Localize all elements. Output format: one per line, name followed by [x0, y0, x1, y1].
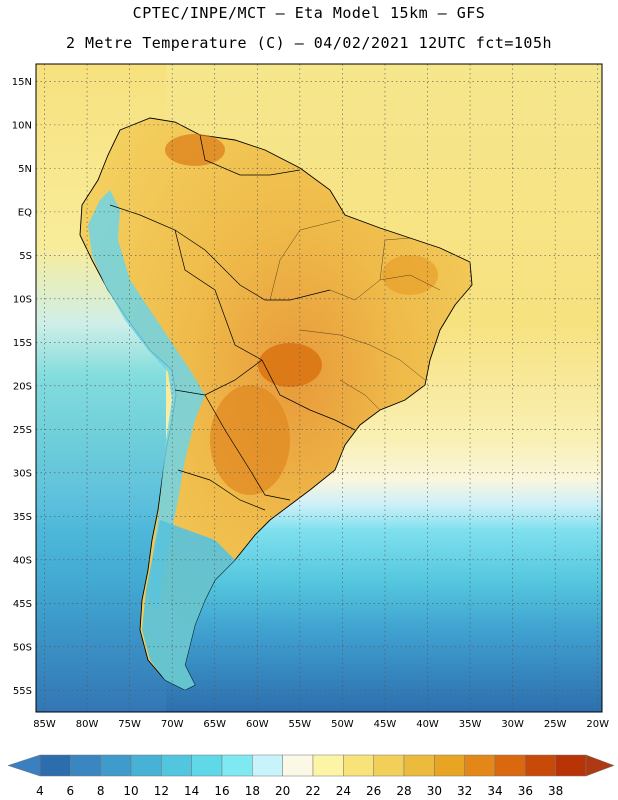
colorbar-value-label: 28	[396, 784, 411, 798]
longitude-tick-label: 50W	[331, 719, 354, 730]
colorbar-swatch	[312, 754, 344, 777]
colorbar-swatch	[191, 754, 223, 777]
latitude-tick-label: 40S	[13, 555, 32, 566]
hot-core-north	[165, 134, 225, 166]
colorbar-value-label: 22	[305, 784, 320, 798]
colorbar-swatch	[343, 754, 374, 777]
colorbar-swatch	[525, 754, 556, 777]
latitude-tick-label: 15S	[13, 338, 32, 349]
colorbar-value-label: 16	[214, 784, 229, 798]
colorbar-swatch	[252, 754, 283, 777]
map-frame	[35, 63, 603, 713]
colorbar-value-label: 26	[366, 784, 381, 798]
longitude-tick-label: 80W	[76, 719, 99, 730]
colorbar-value-label: 32	[457, 784, 472, 798]
latitude-tick-label: 15N	[12, 77, 32, 88]
latitude-tick-labels: 15N 10N 5N EQ 5S 10S 15S 20S 25S 30S 35S 40S 45S 50S 5…	[12, 77, 32, 697]
latitude-tick-label: 45S	[13, 599, 32, 610]
colorbar-swatch	[282, 754, 314, 777]
temperature-colorbar	[7, 754, 615, 777]
colorbar-value-label: 14	[184, 784, 199, 798]
colorbar-value-label: 10	[123, 784, 138, 798]
colorbar-swatch	[373, 754, 405, 777]
colorbar-value-label: 20	[275, 784, 290, 798]
colorbar-value-label: 30	[427, 784, 442, 798]
map-title-line-2: 2 Metre Temperature (C) – 04/02/2021 12U…	[65, 34, 553, 52]
lat-lon-grid	[36, 64, 602, 712]
longitude-tick-label: 85W	[33, 719, 56, 730]
colorbar-value-label: 38	[548, 784, 563, 798]
colorbar-value-label: 8	[97, 784, 105, 798]
state-borders	[269, 219, 441, 411]
latitude-tick-label: 25S	[13, 425, 32, 436]
longitude-tick-label: 75W	[118, 719, 141, 730]
hot-core-central	[258, 343, 322, 387]
colorbar-value-label: 34	[487, 784, 502, 798]
latitude-tick-label: EQ	[18, 207, 32, 218]
colorbar-value-label: 24	[336, 784, 351, 798]
longitude-tick-labels: 85W 80W 75W 70W 65W 60W 55W 50W 45W 40W 35W 30W 25W 2…	[33, 719, 609, 730]
hot-core-chaco	[210, 385, 290, 495]
colorbar-swatch	[161, 754, 192, 777]
longitude-tick-label: 45W	[374, 719, 397, 730]
colorbar-value-label: 36	[518, 784, 533, 798]
colorbar-swatch	[403, 754, 435, 777]
colorbar-swatch	[221, 754, 253, 777]
patagonia-cool-area	[142, 520, 235, 690]
colorbar-swatch	[464, 754, 496, 777]
colorbar-swatch	[555, 754, 587, 777]
colorbar-low-arrow	[7, 754, 41, 777]
colorbar-value-label: 6	[67, 784, 75, 798]
longitude-tick-label: 65W	[203, 719, 226, 730]
country-borders	[109, 134, 356, 511]
colorbar-labels: 4 6 8 10 12 14 16 18 20 22 24 26 28 30 32 34 36 38	[36, 784, 563, 798]
longitude-tick-label: 30W	[501, 719, 524, 730]
longitude-tick-label: 55W	[289, 719, 312, 730]
latitude-tick-label: 10S	[13, 294, 32, 305]
longitude-tick-label: 40W	[416, 719, 439, 730]
map-title-line-1: CPTEC/INPE/MCT – Eta Model 15km – GFS	[132, 4, 486, 22]
colorbar-value-label: 12	[154, 784, 169, 798]
colorbar-high-arrow	[585, 754, 615, 777]
colorbar-swatch	[434, 754, 465, 777]
colorbar-swatch	[100, 754, 132, 777]
latitude-tick-label: 35S	[13, 512, 32, 523]
latitude-tick-label: 50S	[13, 642, 32, 653]
longitude-tick-label: 25W	[544, 719, 567, 730]
latitude-tick-label: 55S	[13, 686, 32, 697]
colorbar-swatch	[494, 754, 526, 777]
colorbar-swatch	[39, 754, 71, 777]
longitude-tick-label: 60W	[246, 719, 269, 730]
colorbar-value-label: 4	[36, 784, 44, 798]
colorbar-swatch	[130, 754, 162, 777]
colorbar-value-label: 18	[245, 784, 260, 798]
latitude-tick-label: 10N	[12, 120, 32, 131]
latitude-tick-label: 5S	[19, 251, 32, 262]
latitude-tick-label: 30S	[13, 468, 32, 479]
longitude-tick-label: 35W	[459, 719, 482, 730]
longitude-tick-label: 20W	[586, 719, 609, 730]
colorbar-swatch	[70, 754, 101, 777]
longitude-tick-label: 70W	[161, 719, 184, 730]
latitude-tick-label: 5N	[18, 164, 32, 175]
latitude-tick-label: 20S	[13, 381, 32, 392]
andes-cold-band	[88, 190, 205, 610]
